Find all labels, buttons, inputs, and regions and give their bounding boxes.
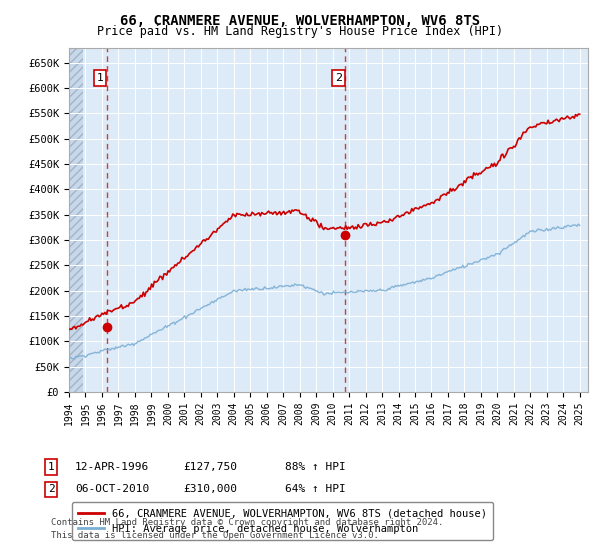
Text: Contains HM Land Registry data © Crown copyright and database right 2024.
This d: Contains HM Land Registry data © Crown c… (51, 518, 443, 539)
Legend: 66, CRANMERE AVENUE, WOLVERHAMPTON, WV6 8TS (detached house), HPI: Average price: 66, CRANMERE AVENUE, WOLVERHAMPTON, WV6 … (71, 502, 493, 540)
Text: 2: 2 (335, 73, 342, 83)
Text: 88% ↑ HPI: 88% ↑ HPI (285, 462, 346, 472)
Text: 06-OCT-2010: 06-OCT-2010 (75, 484, 149, 494)
Text: 64% ↑ HPI: 64% ↑ HPI (285, 484, 346, 494)
Text: Price paid vs. HM Land Registry's House Price Index (HPI): Price paid vs. HM Land Registry's House … (97, 25, 503, 38)
Text: 2: 2 (47, 484, 55, 494)
Text: 1: 1 (97, 73, 103, 83)
Text: £127,750: £127,750 (183, 462, 237, 472)
Text: 66, CRANMERE AVENUE, WOLVERHAMPTON, WV6 8TS: 66, CRANMERE AVENUE, WOLVERHAMPTON, WV6 … (120, 14, 480, 28)
Text: 12-APR-1996: 12-APR-1996 (75, 462, 149, 472)
Bar (69, 48, 83, 392)
Text: 1: 1 (47, 462, 55, 472)
Text: £310,000: £310,000 (183, 484, 237, 494)
Bar (69, 48, 83, 392)
